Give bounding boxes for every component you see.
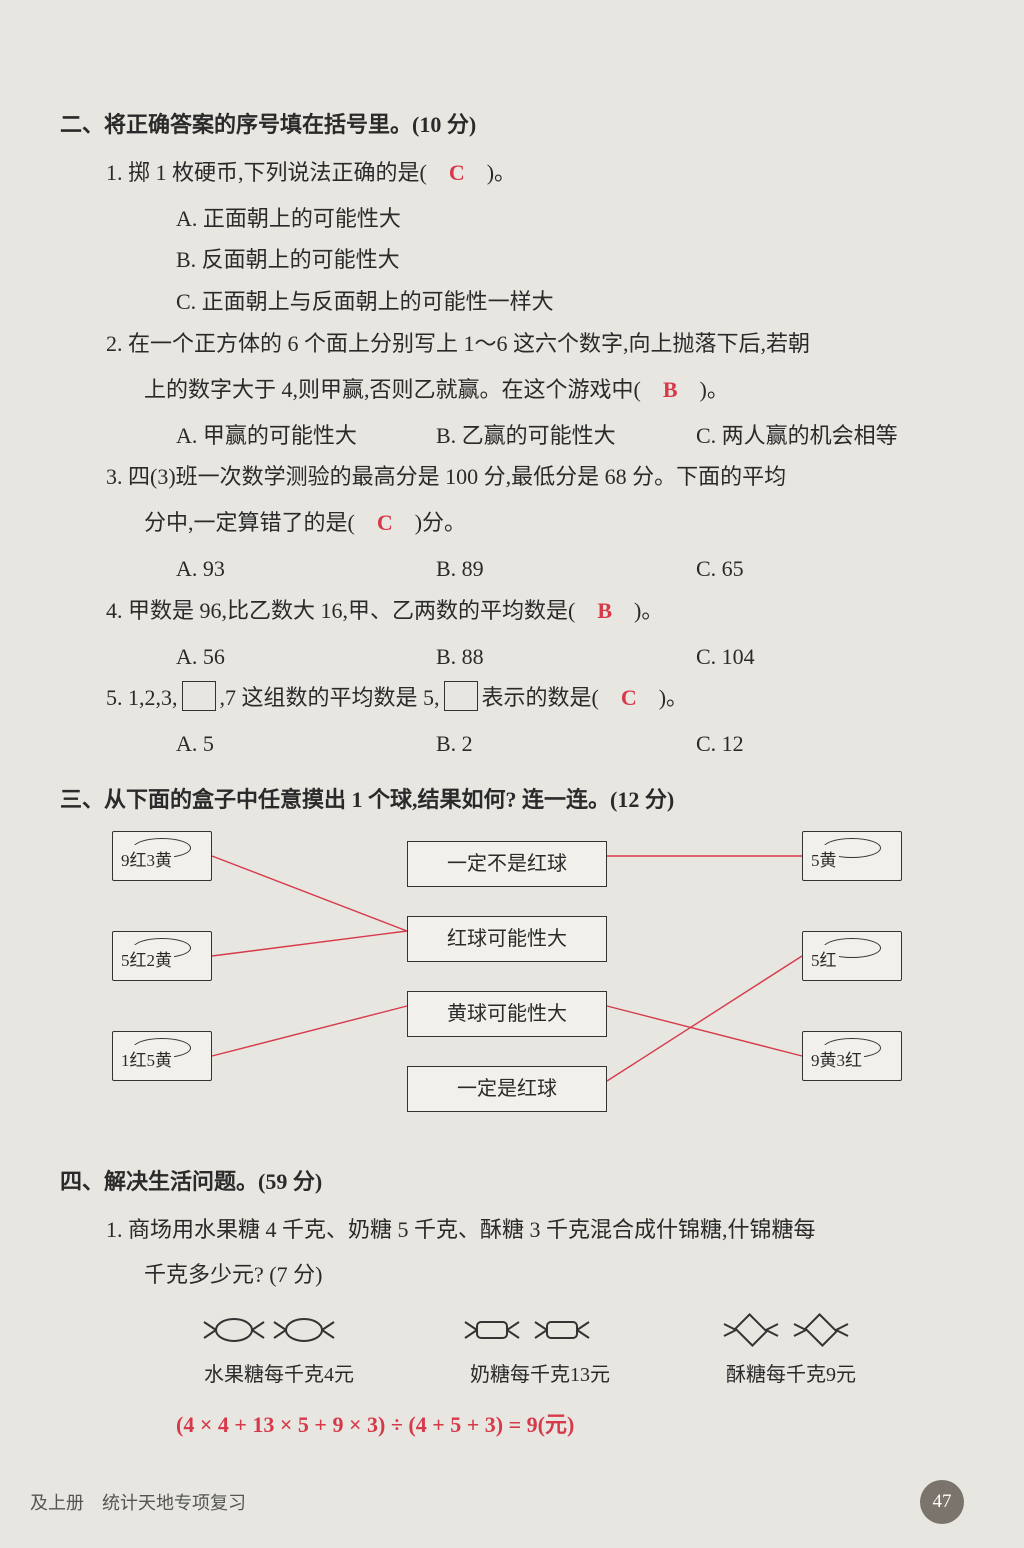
q2-1-stem-b: )。	[465, 160, 516, 185]
q2-4-stem-b: )。	[612, 598, 663, 623]
section-4-head: 四、解决生活问题。(59 分)	[60, 1161, 954, 1203]
fruit-candy-icon	[199, 1310, 349, 1350]
page-footer: 及上册 统计天地专项复习 47	[0, 1480, 1024, 1524]
candy-captions: 水果糖每千克4元 奶糖每千克13元 酥糖每千克9元	[146, 1356, 914, 1394]
q2-5-stem-d: )。	[637, 685, 688, 710]
right-box-1: 5黄	[797, 831, 907, 881]
right-box-3: 9黄3红	[797, 1031, 907, 1081]
q2-4-ans: B	[597, 598, 612, 623]
right-box-3-label: 9黄3红	[809, 1045, 864, 1077]
q2-5-opts: A. 5 B. 2 C. 12	[106, 723, 954, 765]
section-3-head: 三、从下面的盒子中任意摸出 1 个球,结果如何? 连一连。(12 分)	[60, 779, 954, 821]
q2-3-stem-b: )分。	[393, 510, 466, 535]
q2-2-line1: 2. 在一个正方体的 6 个面上分别写上 1～6 这六个数字,向上抛落下后,若朝	[106, 323, 954, 365]
candy-cap-1: 水果糖每千克4元	[204, 1356, 354, 1394]
q4-1-answer: (4 × 4 + 13 × 5 + 9 × 3) ÷ (4 + 5 + 3) =…	[106, 1404, 954, 1446]
mid-label-2: 红球可能性大	[407, 916, 607, 962]
q2-1-stem-a: 1. 掷 1 枚硬币,下列说法正确的是(	[106, 160, 449, 185]
q2-4-opt-a: A. 56	[176, 636, 436, 678]
mid-label-3: 黄球可能性大	[407, 991, 607, 1037]
q2-5-stem-a: 5. 1,2,3,	[106, 685, 178, 710]
right-box-2-label: 5红	[809, 945, 839, 977]
q2-2-opt-c: C. 两人赢的机会相等	[696, 415, 956, 457]
left-box-3-label: 1红5黄	[119, 1045, 174, 1077]
q2-5-stem-b: ,7 这组数的平均数是 5,	[220, 685, 440, 710]
left-box-1: 9红3黄	[107, 831, 217, 881]
q2-2-opt-a: A. 甲赢的可能性大	[176, 415, 436, 457]
q2-3-opt-b: B. 89	[436, 548, 696, 590]
q2-5-stem-c: 表示的数是(	[482, 685, 621, 710]
q2-5-opt-a: A. 5	[176, 723, 436, 765]
box-icon: 5红	[802, 931, 902, 981]
q2-3-ans: C	[377, 510, 393, 535]
left-box-2: 5红2黄	[107, 931, 217, 981]
footer-left-text: 及上册 统计天地专项复习	[30, 1489, 246, 1515]
left-box-2-label: 5红2黄	[119, 945, 174, 977]
mid-label-4: 一定是红球	[407, 1066, 607, 1112]
q2-3-opt-a: A. 93	[176, 548, 436, 590]
box-icon: 1红5黄	[112, 1031, 212, 1081]
left-box-3: 1红5黄	[107, 1031, 217, 1081]
blank-box-icon	[444, 681, 478, 711]
q2-1-ans: C	[449, 160, 465, 185]
candy-cap-3: 酥糖每千克9元	[726, 1356, 856, 1394]
q2-5: 5. 1,2,3, ,7 这组数的平均数是 5, 表示的数是( C )。	[106, 677, 954, 719]
q2-2-line2: 上的数字大于 4,则甲赢,否则乙就赢。在这个游戏中( B )。	[106, 369, 954, 411]
box-icon: 9红3黄	[112, 831, 212, 881]
candy-cap-2: 奶糖每千克13元	[470, 1356, 610, 1394]
box-icon: 5红2黄	[112, 931, 212, 981]
mid-label-1: 一定不是红球	[407, 841, 607, 887]
q2-5-opt-c: C. 12	[696, 723, 956, 765]
box-icon: 5黄	[802, 831, 902, 881]
q2-5-ans: C	[621, 685, 637, 710]
q2-4-opt-c: C. 104	[696, 636, 956, 678]
blank-box-icon	[182, 681, 216, 711]
page-number-badge: 47	[920, 1480, 964, 1524]
q2-1-opt-b: B. 反面朝上的可能性大	[106, 239, 954, 281]
q2-3-opts: A. 93 B. 89 C. 65	[106, 548, 954, 590]
milk-candy-icon	[455, 1310, 605, 1350]
section-2-head: 二、将正确答案的序号填在括号里。(10 分)	[60, 104, 954, 146]
q2-4: 4. 甲数是 96,比乙数大 16,甲、乙两数的平均数是( B )。	[106, 590, 954, 632]
q2-3-stem-a: 分中,一定算错了的是(	[144, 510, 377, 535]
q2-3-opt-c: C. 65	[696, 548, 956, 590]
q2-5-opt-b: B. 2	[436, 723, 696, 765]
matching-diagram: 9红3黄 5红2黄 1红5黄 一定不是红球 红球可能性大 黄球可能性大 一定是红…	[107, 831, 907, 1141]
box-icon: 9黄3红	[802, 1031, 902, 1081]
q2-2-opt-b: B. 乙赢的可能性大	[436, 415, 696, 457]
q2-2-opts: A. 甲赢的可能性大 B. 乙赢的可能性大 C. 两人赢的机会相等	[106, 415, 954, 457]
right-box-1-label: 5黄	[809, 845, 839, 877]
q2-1: 1. 掷 1 枚硬币,下列说法正确的是( C )。	[106, 152, 954, 194]
q2-3-line2: 分中,一定算错了的是( C )分。	[106, 502, 954, 544]
candy-icons-row	[146, 1310, 914, 1350]
q4-1-line1: 1. 商场用水果糖 4 千克、奶糖 5 千克、酥糖 3 千克混合成什锦糖,什锦糖…	[106, 1209, 954, 1251]
q4-1-line2: 千克多少元? (7 分)	[106, 1254, 954, 1296]
right-box-2: 5红	[797, 931, 907, 981]
q2-2-stem-a: 上的数字大于 4,则甲赢,否则乙就赢。在这个游戏中(	[144, 377, 663, 402]
q2-4-opt-b: B. 88	[436, 636, 696, 678]
q2-2-stem-b: )。	[678, 377, 729, 402]
q2-1-opt-a: A. 正面朝上的可能性大	[106, 198, 954, 240]
q2-4-opts: A. 56 B. 88 C. 104	[106, 636, 954, 678]
q2-3-line1: 3. 四(3)班一次数学测验的最高分是 100 分,最低分是 68 分。下面的平…	[106, 456, 954, 498]
q2-2-ans: B	[663, 377, 678, 402]
left-box-1-label: 9红3黄	[119, 845, 174, 877]
crisp-candy-icon	[711, 1310, 861, 1350]
q2-1-opt-c: C. 正面朝上与反面朝上的可能性一样大	[106, 281, 954, 323]
q2-4-stem-a: 4. 甲数是 96,比乙数大 16,甲、乙两数的平均数是(	[106, 598, 597, 623]
